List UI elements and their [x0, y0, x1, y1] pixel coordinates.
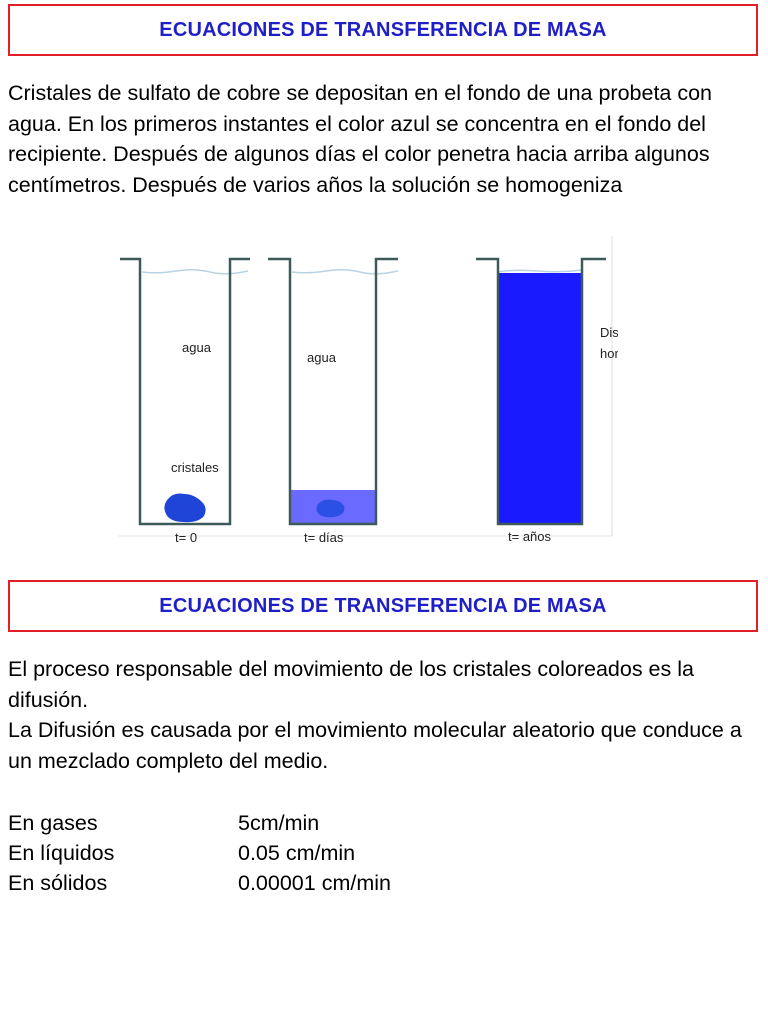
vessel-outline-3 [476, 257, 606, 526]
label-solution-2: homogénea [600, 346, 618, 361]
vessel-outline-1 [120, 257, 250, 526]
slide2-title: ECUACIONES DE TRANSFERENCIA DE MASA [8, 580, 758, 632]
rate-value: 5cm/min [238, 811, 320, 835]
rate-label: En gases [8, 811, 98, 835]
rate-label: En sólidos [8, 871, 108, 895]
water-surface-3 [497, 269, 583, 273]
crystals-blob [164, 493, 206, 523]
label-water-1: agua [182, 340, 212, 355]
vessel-days: agua t= días [268, 257, 399, 545]
diffusion-diagram: agua cristales t= 0 agua t= días Disoluc… [118, 236, 618, 545]
caption-years: t= años [508, 529, 552, 544]
water-surface-1 [141, 268, 249, 275]
vessel-years: Disolución homogénea t= años [476, 257, 618, 544]
process-line-2: La Difusión es causada por el movimiento… [8, 718, 742, 773]
rate-value: 0.00001 cm/min [238, 871, 391, 895]
water-surface-2 [291, 268, 399, 275]
process-paragraph: El proceso responsable del movimiento de… [8, 654, 760, 776]
vessel-t0: agua cristales t= 0 [120, 257, 250, 545]
homogeneous-solution [499, 273, 581, 524]
caption-t0: t= 0 [175, 530, 197, 545]
label-water-2: agua [307, 350, 337, 365]
rate-label: En líquidos [8, 841, 115, 865]
vessel-outline-2 [268, 257, 398, 526]
label-solution-1: Disolución [600, 325, 618, 340]
rate-value: 0.05 cm/min [238, 841, 356, 865]
slide1-title: ECUACIONES DE TRANSFERENCIA DE MASA [8, 4, 758, 56]
intro-paragraph: Cristales de sulfato de cobre se deposit… [8, 81, 713, 197]
dissolving-crystals [316, 499, 345, 518]
caption-days: t= días [304, 530, 344, 545]
process-line-1: El proceso responsable del movimiento de… [8, 657, 694, 712]
label-crystals: cristales [171, 460, 219, 475]
